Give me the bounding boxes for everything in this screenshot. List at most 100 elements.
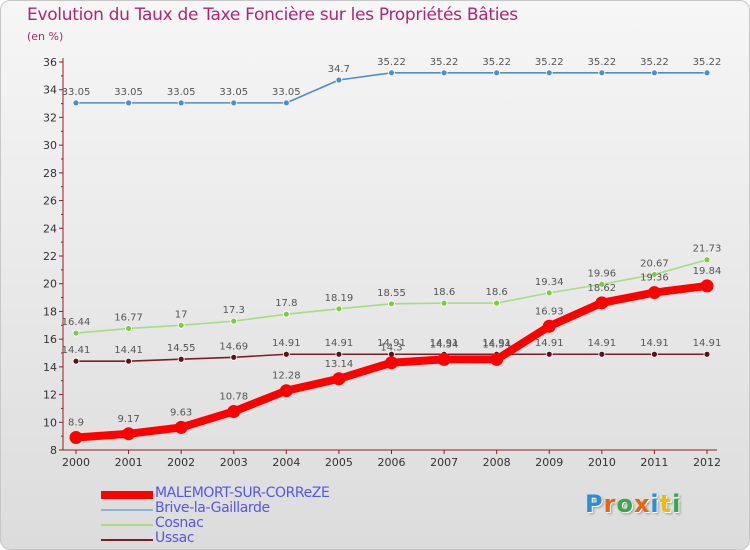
data-point <box>69 431 83 445</box>
legend-swatch <box>101 509 153 511</box>
x-tick-label: 2000 <box>62 456 90 469</box>
data-point <box>545 350 553 358</box>
data-label: 19.96 <box>588 268 617 279</box>
data-label: 16.93 <box>535 306 564 317</box>
data-label: 14.3 <box>380 343 402 354</box>
data-label: 35.22 <box>535 57 564 68</box>
logo-letter: i <box>672 490 682 518</box>
data-point <box>125 325 132 332</box>
data-point <box>542 319 556 333</box>
data-label: 18.62 <box>588 283 617 294</box>
data-point <box>598 69 606 77</box>
y-tick-label: 12 <box>43 389 57 402</box>
data-point <box>177 355 185 363</box>
data-point <box>598 350 606 358</box>
data-label: 33.05 <box>272 87 301 98</box>
data-point <box>282 350 290 358</box>
y-tick-label: 22 <box>43 250 57 263</box>
data-label: 14.91 <box>693 338 722 349</box>
data-label: 14.41 <box>62 345 91 356</box>
data-point <box>651 69 658 77</box>
data-point <box>388 69 395 77</box>
data-point <box>545 289 553 297</box>
y-tick-label: 26 <box>43 195 57 208</box>
logo-letter: r <box>603 490 617 518</box>
chart-title: Evolution du Taux de Taxe Foncière sur l… <box>27 5 518 25</box>
series-brive-la-gaillarde: 33.05 33.05 33.05 33.05 33.05 34.7 35.22 35.22 3… <box>62 57 722 107</box>
x-tick-label: 2002 <box>167 456 195 469</box>
y-tick-label: 30 <box>43 139 57 152</box>
logo-letter: t <box>659 490 673 518</box>
data-label: 14.91 <box>535 338 564 349</box>
x-tick-label: 2005 <box>325 456 353 469</box>
legend-label: Brive-la-Gaillarde <box>155 500 270 516</box>
legend-swatch <box>101 524 153 526</box>
data-label: 12.28 <box>272 371 301 382</box>
y-unit-label: (en %) <box>27 30 64 43</box>
data-point <box>72 357 80 365</box>
data-label: 17.3 <box>223 305 245 316</box>
logo-letter: x <box>633 490 651 518</box>
data-label: 17 <box>175 309 188 320</box>
data-point <box>279 384 293 398</box>
data-point <box>174 420 188 434</box>
x-tick-label: 2010 <box>588 456 616 469</box>
data-label: 14.54 <box>430 339 459 350</box>
proxiti-logo: Proxiti <box>585 490 681 518</box>
data-label: 17.8 <box>275 298 297 309</box>
data-label: 18.6 <box>486 287 508 298</box>
data-label: 9.63 <box>170 407 192 418</box>
x-tick-label: 2012 <box>693 456 721 469</box>
y-tick-label: 32 <box>43 111 57 124</box>
data-label: 33.05 <box>62 87 91 98</box>
data-label: 14.91 <box>640 338 669 349</box>
y-tick-label: 8 <box>50 444 57 457</box>
series-cosnac: 16.44 16.77 17 17.3 17.8 18.19 18.55 18.6 18.6 19… <box>62 244 721 337</box>
data-label: 35.22 <box>693 57 722 68</box>
data-label: 35.22 <box>482 57 511 68</box>
data-point <box>493 69 501 77</box>
x-tick-label: 2011 <box>640 456 668 469</box>
data-point <box>647 286 661 300</box>
y-tick-label: 16 <box>43 333 57 346</box>
data-label: 19.36 <box>640 273 669 284</box>
data-label: 20.67 <box>640 258 669 269</box>
data-label: 35.22 <box>377 57 406 68</box>
data-point <box>388 300 395 308</box>
data-label: 35.22 <box>640 57 669 68</box>
data-point <box>490 352 504 366</box>
data-label: 18.19 <box>325 293 354 304</box>
data-point <box>282 99 290 107</box>
x-tick-label: 2007 <box>430 456 458 469</box>
data-label: 18.6 <box>433 287 455 298</box>
y-tick-label: 20 <box>43 278 57 291</box>
data-label: 9.17 <box>117 414 139 425</box>
logo-letter: P <box>585 490 604 518</box>
data-label: 33.05 <box>219 87 248 98</box>
y-tick-label: 18 <box>43 305 57 318</box>
data-point <box>437 352 451 366</box>
data-point <box>125 357 132 365</box>
y-tick-label: 24 <box>43 222 57 235</box>
data-label: 14.55 <box>167 343 196 354</box>
data-point <box>282 310 290 318</box>
data-point <box>335 305 343 313</box>
y-tick-label: 10 <box>43 416 57 429</box>
data-label: 14.91 <box>272 338 301 349</box>
data-point <box>703 69 711 77</box>
data-label: 10.78 <box>219 391 248 402</box>
data-label: 14.91 <box>588 338 617 349</box>
x-tick-label: 2004 <box>272 456 300 469</box>
data-point <box>227 404 241 418</box>
x-tick-label: 2001 <box>115 456 143 469</box>
data-label: 16.44 <box>62 317 91 328</box>
x-tick-label: 2006 <box>378 456 406 469</box>
legend-swatch <box>101 539 153 541</box>
legend-label: Cosnac <box>155 515 204 531</box>
data-label: 34.7 <box>328 64 350 75</box>
data-point <box>545 69 553 77</box>
x-tick-label: 2003 <box>220 456 248 469</box>
y-tick-label: 34 <box>43 84 57 97</box>
data-point <box>177 99 185 107</box>
